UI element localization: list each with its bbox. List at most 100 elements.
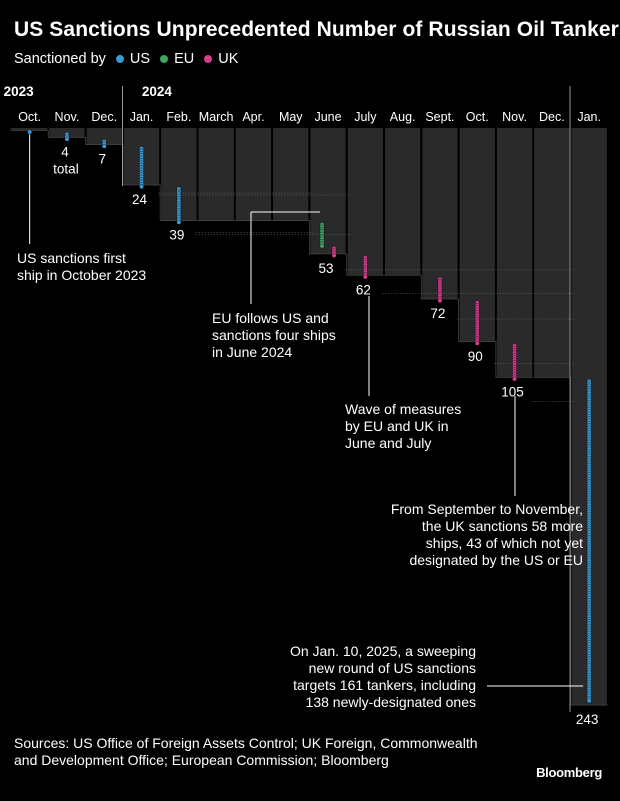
- annotation-eu-follows-line: EU follows US and: [212, 310, 329, 326]
- bar-10: [385, 128, 421, 276]
- dots-us-3: [139, 146, 144, 190]
- month-label-9: July: [354, 110, 377, 124]
- month-label-11: Sept.: [425, 110, 454, 124]
- annotation-jan-2025-line: targets 161 tankers, including: [293, 677, 476, 693]
- legend-item-us: US: [115, 51, 151, 67]
- month-label-0: Oct.: [18, 110, 41, 124]
- month-label-5: March: [199, 110, 234, 124]
- bar-8: [310, 128, 346, 254]
- tanker-sanctions-chart: 2023 2024 Oct. Nov. Dec. Jan. Feb. March Apr. May…: [4, 84, 608, 727]
- total-sublabel: total: [53, 162, 79, 177]
- legend-label: Sanctioned by: [14, 51, 106, 67]
- legend-text-us: US: [129, 51, 151, 67]
- dots-us-0: [27, 129, 33, 135]
- month-label-14: Dec.: [539, 110, 565, 124]
- annotation-jan-2025-line: new round of US sanctions: [309, 660, 476, 676]
- bar-0: [12, 128, 48, 131]
- legend-item-eu: EU: [160, 51, 194, 67]
- dots-uk-8: [331, 245, 337, 258]
- dot: [474, 340, 480, 346]
- month-label-7: May: [279, 110, 303, 124]
- dot: [176, 219, 182, 225]
- month-label-6: Apr.: [242, 110, 264, 124]
- legend-text-uk: UK: [218, 51, 239, 67]
- dots-us-15: [586, 378, 592, 704]
- month-label-2: Dec.: [91, 110, 117, 124]
- legend-item-uk: UK: [204, 51, 238, 67]
- annotation-eu-follows-line: sanctions four ships: [212, 327, 336, 343]
- bar-5: [198, 128, 234, 221]
- bar-14: [534, 128, 570, 378]
- dot: [64, 136, 70, 142]
- bar-6: [235, 128, 272, 221]
- annotation-first-ship-line: US sanctions first: [17, 250, 126, 266]
- dots-uk-11: [437, 276, 443, 304]
- dots-us-4: [176, 186, 182, 225]
- bloomberg-logo: Bloomberg: [536, 765, 602, 780]
- dot: [586, 698, 592, 704]
- bar-11: [422, 128, 458, 299]
- legend-swatch-eu: [160, 55, 169, 63]
- annotation-eu-follows: EU follows US and sanctions four ships in …: [212, 310, 336, 360]
- dot: [27, 129, 33, 135]
- dot: [437, 298, 443, 304]
- dots-uk-12: [474, 300, 480, 346]
- total-label-15: 243: [576, 712, 599, 727]
- total-label-1: 4: [61, 145, 69, 160]
- annotation-uk-sept-nov-line: the UK sanctions 58 more: [422, 518, 583, 534]
- total-label-3: 24: [132, 192, 148, 207]
- bar-7: [273, 128, 309, 221]
- cumulative-step-line: [10, 128, 608, 706]
- annotation-first-ship-line: ship in October 2023: [17, 267, 146, 283]
- dots-us-1: [64, 131, 70, 142]
- month-label-3: Jan.: [130, 110, 154, 124]
- annotation-uk-sept-nov-line: designated by the US or EU: [409, 552, 583, 568]
- total-label-2: 7: [98, 152, 106, 167]
- annotation-jan-2025-line: On Jan. 10, 2025, a sweeping: [290, 643, 476, 659]
- dots-us-2: [101, 139, 107, 149]
- dot: [319, 243, 325, 249]
- annotation-wave-line: June and July: [345, 435, 431, 451]
- dot: [139, 184, 144, 190]
- dot: [101, 143, 107, 149]
- month-label-15: Jan.: [577, 110, 601, 124]
- sources-note: Sources: US Office of Foreign Assets Con…: [14, 735, 478, 768]
- month-label-12: Oct.: [466, 110, 489, 124]
- legend-text-eu: EU: [174, 51, 195, 67]
- annotation-eu-follows-line: in June 2024: [212, 344, 292, 360]
- dot: [362, 274, 368, 280]
- legend: Sanctioned by US EU UK: [14, 51, 238, 67]
- total-label-11: 72: [430, 306, 445, 321]
- annotation-first-ship: US sanctions first ship in October 2023: [17, 250, 146, 283]
- dots-uk-13: [512, 343, 517, 382]
- year-label-2024: 2024: [142, 84, 173, 99]
- month-label-13: Nov.: [502, 110, 527, 124]
- bar-13: [496, 128, 533, 378]
- annotation-wave: Wave of measures by EU and UK in June and …: [345, 401, 461, 451]
- annotation-wave-line: Wave of measures: [345, 401, 461, 417]
- annotation-uk-sept-nov-line: From September to November,: [391, 501, 583, 517]
- legend-swatch-us: [115, 55, 124, 63]
- annotation-uk-sept-nov-line: ships, 43 of which not yet: [426, 535, 583, 551]
- dot: [512, 376, 517, 382]
- total-label-4: 39: [169, 228, 184, 243]
- chart-title: US Sanctions Unprecedented Number of Rus…: [14, 18, 620, 41]
- annotation-jan-2025: On Jan. 10, 2025, a sweeping new round of…: [290, 643, 476, 710]
- total-label-12: 90: [468, 349, 483, 364]
- month-label-4: Feb.: [166, 110, 191, 124]
- month-label-10: Aug.: [390, 110, 416, 124]
- dots-eu-8: [319, 222, 325, 249]
- total-label-8: 53: [319, 261, 334, 276]
- dots-uk-9: [362, 255, 368, 280]
- annotation-wave-line: by EU and UK in: [345, 418, 449, 434]
- year-label-2023: 2023: [4, 84, 35, 99]
- dot: [331, 253, 337, 258]
- annotation-jan-2025-line: 138 newly-designated ones: [306, 694, 476, 710]
- bar-9: [347, 128, 383, 276]
- total-label-13: 105: [501, 384, 524, 399]
- annotation-uk-sept-nov: From September to November, the UK sancti…: [391, 501, 583, 568]
- month-label-1: Nov.: [55, 110, 80, 124]
- month-label-8: June: [314, 110, 341, 124]
- total-label-9: 62: [356, 282, 371, 297]
- legend-swatch-uk: [204, 55, 213, 63]
